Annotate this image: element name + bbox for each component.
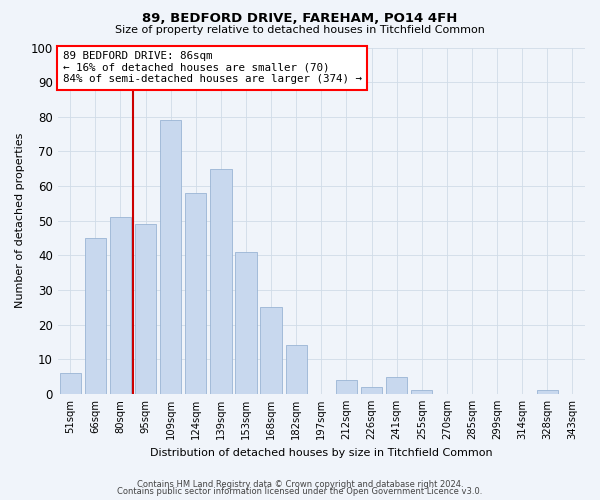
Bar (59, 373, 81, 394)
Bar (411, 390, 433, 394)
Bar (135, 224, 156, 394)
Bar (386, 376, 407, 394)
Bar (536, 390, 558, 394)
Bar (85, 238, 106, 394)
Bar (361, 387, 382, 394)
Bar (110, 218, 131, 394)
Bar (336, 380, 357, 394)
Text: 89, BEDFORD DRIVE, FAREHAM, PO14 4FH: 89, BEDFORD DRIVE, FAREHAM, PO14 4FH (142, 12, 458, 26)
Bar (235, 252, 257, 394)
Bar (210, 169, 232, 394)
Y-axis label: Number of detached properties: Number of detached properties (15, 133, 25, 308)
Text: Contains public sector information licensed under the Open Government Licence v3: Contains public sector information licen… (118, 488, 482, 496)
Bar (185, 193, 206, 394)
X-axis label: Distribution of detached houses by size in Titchfield Common: Distribution of detached houses by size … (150, 448, 493, 458)
Bar (260, 308, 282, 394)
Text: Size of property relative to detached houses in Titchfield Common: Size of property relative to detached ho… (115, 25, 485, 35)
Bar (286, 346, 307, 394)
Bar (160, 120, 181, 394)
Text: 89 BEDFORD DRIVE: 86sqm
← 16% of detached houses are smaller (70)
84% of semi-de: 89 BEDFORD DRIVE: 86sqm ← 16% of detache… (62, 51, 362, 84)
Text: Contains HM Land Registry data © Crown copyright and database right 2024.: Contains HM Land Registry data © Crown c… (137, 480, 463, 489)
